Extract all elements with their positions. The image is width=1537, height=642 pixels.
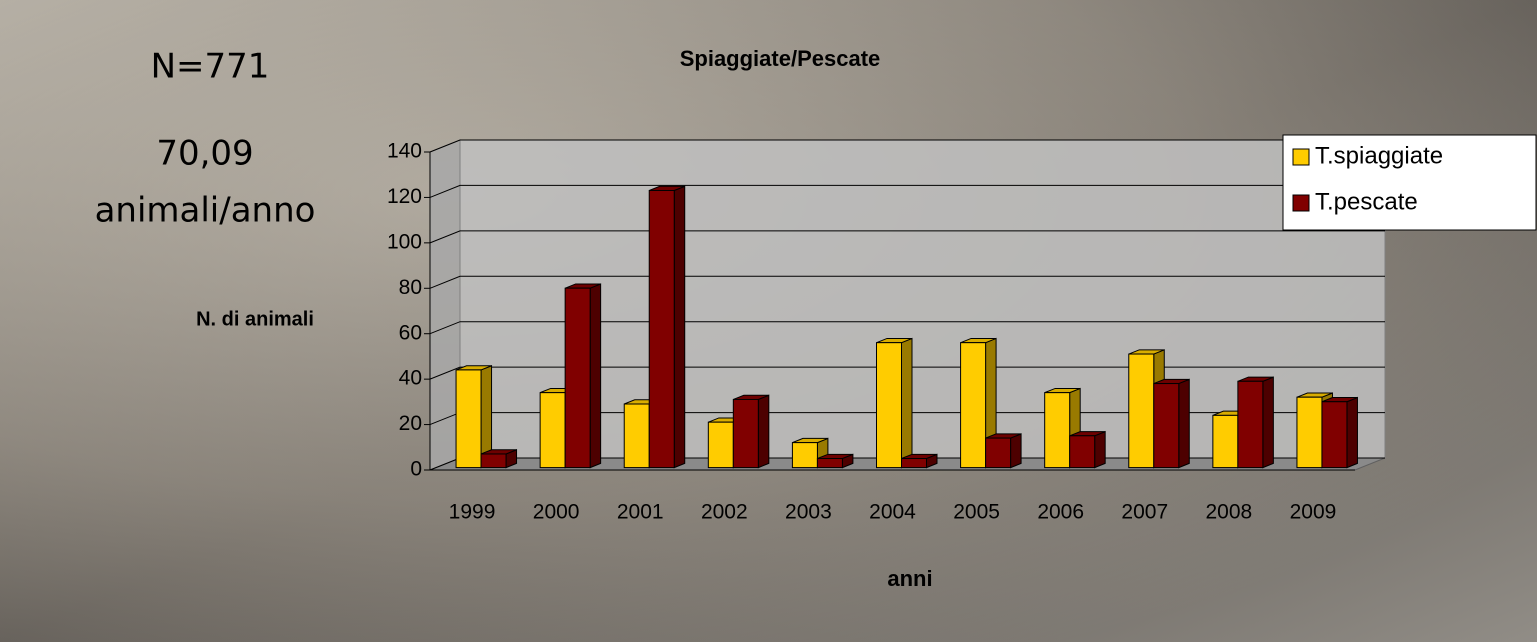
x-tick-label: 2003 [785, 501, 832, 524]
x-tick-label: 2004 [869, 501, 916, 524]
bar [1237, 380, 1264, 469]
bar [985, 437, 1012, 469]
bar [480, 453, 507, 469]
bar [1212, 414, 1239, 469]
bar [816, 458, 843, 469]
bar [1321, 401, 1348, 469]
bar [791, 442, 818, 469]
x-tick-label: 1999 [449, 501, 496, 524]
bar-side [901, 337, 913, 469]
legend-swatch [1292, 148, 1310, 166]
y-tick-label: 120 [387, 185, 422, 208]
annotation: N=771 [151, 47, 270, 87]
bar [455, 369, 482, 469]
bar-side [1178, 378, 1190, 469]
bar [901, 458, 927, 469]
x-tick-label: 2005 [953, 501, 1000, 524]
bar [1296, 396, 1323, 469]
legend-label: T.pescate [1315, 188, 1418, 215]
legend-label: T.spiaggiate [1315, 142, 1443, 169]
grid-line [429, 366, 1385, 380]
x-tick-label: 2008 [1206, 501, 1253, 524]
bar [707, 421, 734, 469]
chart-title: Spiaggiate/Pescate [680, 46, 881, 71]
bar-side [589, 283, 602, 469]
bar [1153, 383, 1180, 469]
bar-side [1346, 396, 1358, 469]
grid-line [429, 184, 1385, 198]
x-tick-label: 2006 [1037, 501, 1084, 524]
annotation: 70,09 [156, 134, 253, 174]
x-tick-label: 2000 [533, 501, 580, 524]
grid-line [429, 139, 1385, 153]
x-tick-label: 2002 [701, 501, 748, 524]
grid-line [429, 275, 1385, 289]
bar-side [1094, 430, 1106, 469]
bar [876, 342, 902, 469]
grid-line [429, 321, 1385, 335]
y-tick-label: 0 [410, 458, 422, 481]
y-axis-label: N. di animali [196, 308, 314, 330]
bar-side [673, 185, 686, 469]
bar [648, 189, 675, 469]
x-tick-label: 2009 [1290, 501, 1337, 524]
bar [732, 398, 759, 469]
bar [1044, 392, 1071, 469]
y-tick-label: 60 [399, 321, 422, 344]
x-tick-label: 2001 [617, 501, 664, 524]
y-tick-label: 80 [399, 276, 422, 299]
bar-side [1010, 433, 1022, 469]
annotation: animali/anno [95, 191, 316, 231]
x-axis-label: anni [887, 566, 932, 591]
grid-line [429, 230, 1385, 244]
y-tick-label: 40 [399, 367, 422, 390]
bar-side [757, 394, 770, 469]
y-tick-label: 100 [387, 230, 422, 253]
bar [564, 287, 591, 469]
bar [623, 403, 650, 469]
y-tick-label: 140 [387, 140, 422, 163]
bar [539, 392, 566, 469]
x-tick-label: 2007 [1121, 501, 1168, 524]
bar [1128, 353, 1155, 469]
legend-swatch [1292, 194, 1310, 212]
bar [960, 342, 987, 469]
y-tick-label: 20 [399, 412, 422, 435]
side-wall [429, 139, 461, 471]
bar [1069, 435, 1096, 469]
bar-side [1262, 376, 1274, 469]
legend-box [1282, 134, 1537, 231]
